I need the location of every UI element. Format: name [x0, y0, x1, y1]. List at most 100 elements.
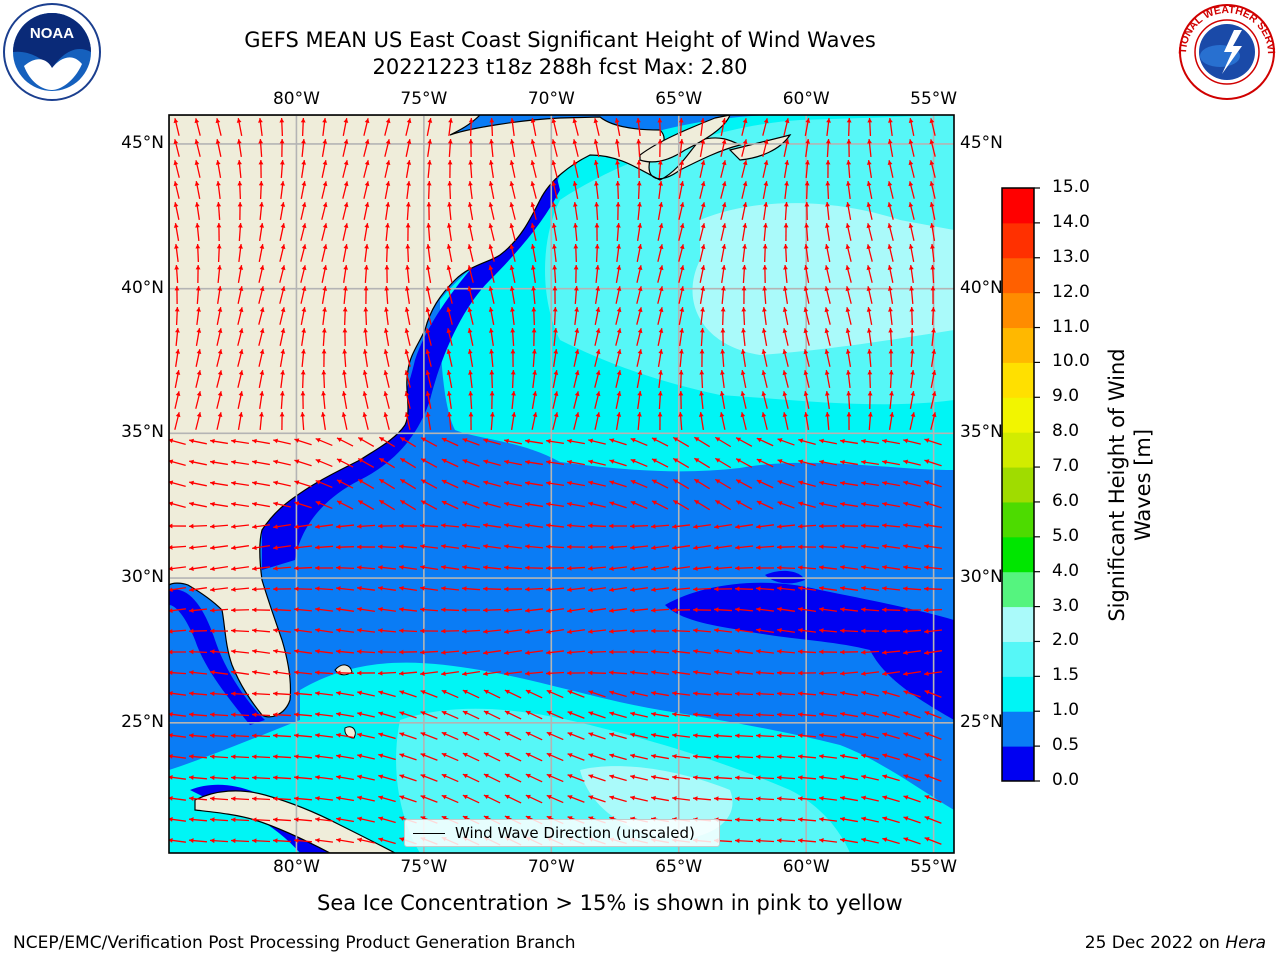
wind-arrow	[195, 349, 202, 367]
wind-arrow	[251, 628, 271, 633]
lon-tick-top: 55°W	[910, 89, 958, 109]
wind-arrow	[273, 648, 291, 654]
wind-arrow	[467, 328, 474, 346]
wind-arrow	[405, 160, 412, 178]
wind-arrow	[650, 545, 670, 550]
wind-arrow	[336, 732, 354, 739]
wind-arrow	[399, 436, 417, 448]
wind-arrow	[923, 565, 943, 570]
wind-arrow	[210, 438, 228, 445]
wind-arrow	[174, 243, 179, 263]
wind-arrow	[587, 587, 607, 593]
wind-arrow	[615, 412, 622, 430]
wind-arrow	[384, 243, 390, 263]
wind-arrow	[357, 732, 375, 739]
colorbar-tick-label: 9.0	[1052, 386, 1080, 407]
wind-arrow	[755, 565, 775, 571]
lon-tick-top: 65°W	[655, 89, 703, 109]
wind-arrow	[363, 118, 370, 136]
wind-arrow	[237, 180, 243, 200]
wind-arrow	[552, 243, 557, 263]
wind-arrow	[279, 223, 286, 241]
wind-arrow	[530, 118, 537, 136]
wind-arrow	[468, 180, 473, 200]
wind-arrow	[573, 391, 580, 409]
wind-arrow	[846, 138, 852, 158]
wind-arrow	[405, 139, 412, 157]
wind-arrow	[573, 328, 580, 346]
wind-arrow	[195, 243, 201, 263]
wind-arrow	[525, 459, 543, 466]
wind-arrow	[572, 181, 579, 199]
wind-arrow	[693, 436, 711, 448]
wind-arrow	[783, 139, 790, 157]
wind-arrow	[657, 328, 664, 346]
wind-arrow	[777, 438, 795, 446]
wind-arrow	[300, 369, 306, 389]
wind-arrow	[861, 690, 879, 697]
wind-arrow	[797, 670, 817, 676]
wind-arrow	[482, 565, 502, 570]
lon-tick-bottom: 75°W	[400, 857, 448, 877]
wind-arrow	[782, 370, 789, 388]
wind-arrow	[195, 264, 201, 284]
wind-arrow	[321, 327, 327, 347]
lon-tick-top: 80°W	[272, 89, 320, 109]
wind-arrow	[671, 524, 691, 529]
wind-arrow	[357, 478, 375, 490]
wind-arrow	[531, 306, 537, 326]
wind-arrow	[404, 328, 411, 346]
wind-arrow	[572, 202, 578, 220]
wind-arrow	[713, 754, 733, 760]
wind-arrow	[593, 160, 600, 178]
wind-arrow	[336, 837, 354, 844]
lon-tick-top: 75°W	[400, 89, 448, 109]
wind-arrow	[552, 391, 559, 409]
wind-arrow	[818, 606, 838, 612]
wind-arrow	[420, 774, 438, 782]
wind-arrow	[425, 307, 432, 325]
wind-arrow	[510, 117, 515, 137]
wind-arrow	[714, 499, 732, 511]
wind-arrow	[671, 566, 691, 572]
wind-arrow	[525, 773, 543, 783]
wind-arrow	[420, 795, 438, 803]
wind-arrow	[609, 459, 627, 467]
wind-arrow	[342, 327, 348, 347]
wind-arrow	[741, 202, 748, 220]
wind-arrow	[314, 838, 334, 843]
wind-arrow	[251, 712, 271, 718]
wind-arrow	[273, 524, 291, 530]
lat-tick-left: 25°N	[121, 711, 164, 732]
wind-arrow	[840, 711, 858, 718]
wind-arrow	[441, 794, 459, 804]
wind-arrow	[385, 222, 390, 242]
wind-arrow	[427, 139, 433, 157]
wind-arrow	[173, 118, 180, 136]
wind-arrow	[273, 501, 291, 508]
wind-arrow	[293, 691, 313, 696]
wind-arrow	[819, 438, 837, 445]
lat-tick-right: 25°N	[960, 711, 1003, 732]
wind-arrow	[924, 816, 942, 824]
wind-arrow	[545, 565, 565, 571]
wind-arrow	[509, 223, 516, 241]
wind-arrow	[169, 691, 187, 696]
wind-arrow	[441, 710, 459, 720]
wind-arrow	[447, 138, 453, 158]
wind-arrow	[230, 628, 250, 634]
colorbar-segment	[1002, 222, 1034, 259]
wind-arrow	[398, 607, 418, 612]
wind-arrow	[755, 670, 775, 676]
lat-tick-left: 30°N	[121, 567, 164, 588]
wind-arrow	[776, 670, 796, 676]
wind-arrow	[446, 244, 453, 262]
wind-arrow	[173, 181, 180, 199]
wind-arrow	[777, 480, 795, 488]
wind-arrow	[763, 201, 769, 221]
wind-arrow	[819, 585, 837, 591]
wind-arrow	[468, 411, 474, 431]
wind-arrow	[825, 180, 831, 200]
colorbar-tick-label: 10.0	[1052, 351, 1090, 372]
nws-logo: NATIONAL WEATHER SERVICE	[1172, 0, 1278, 106]
